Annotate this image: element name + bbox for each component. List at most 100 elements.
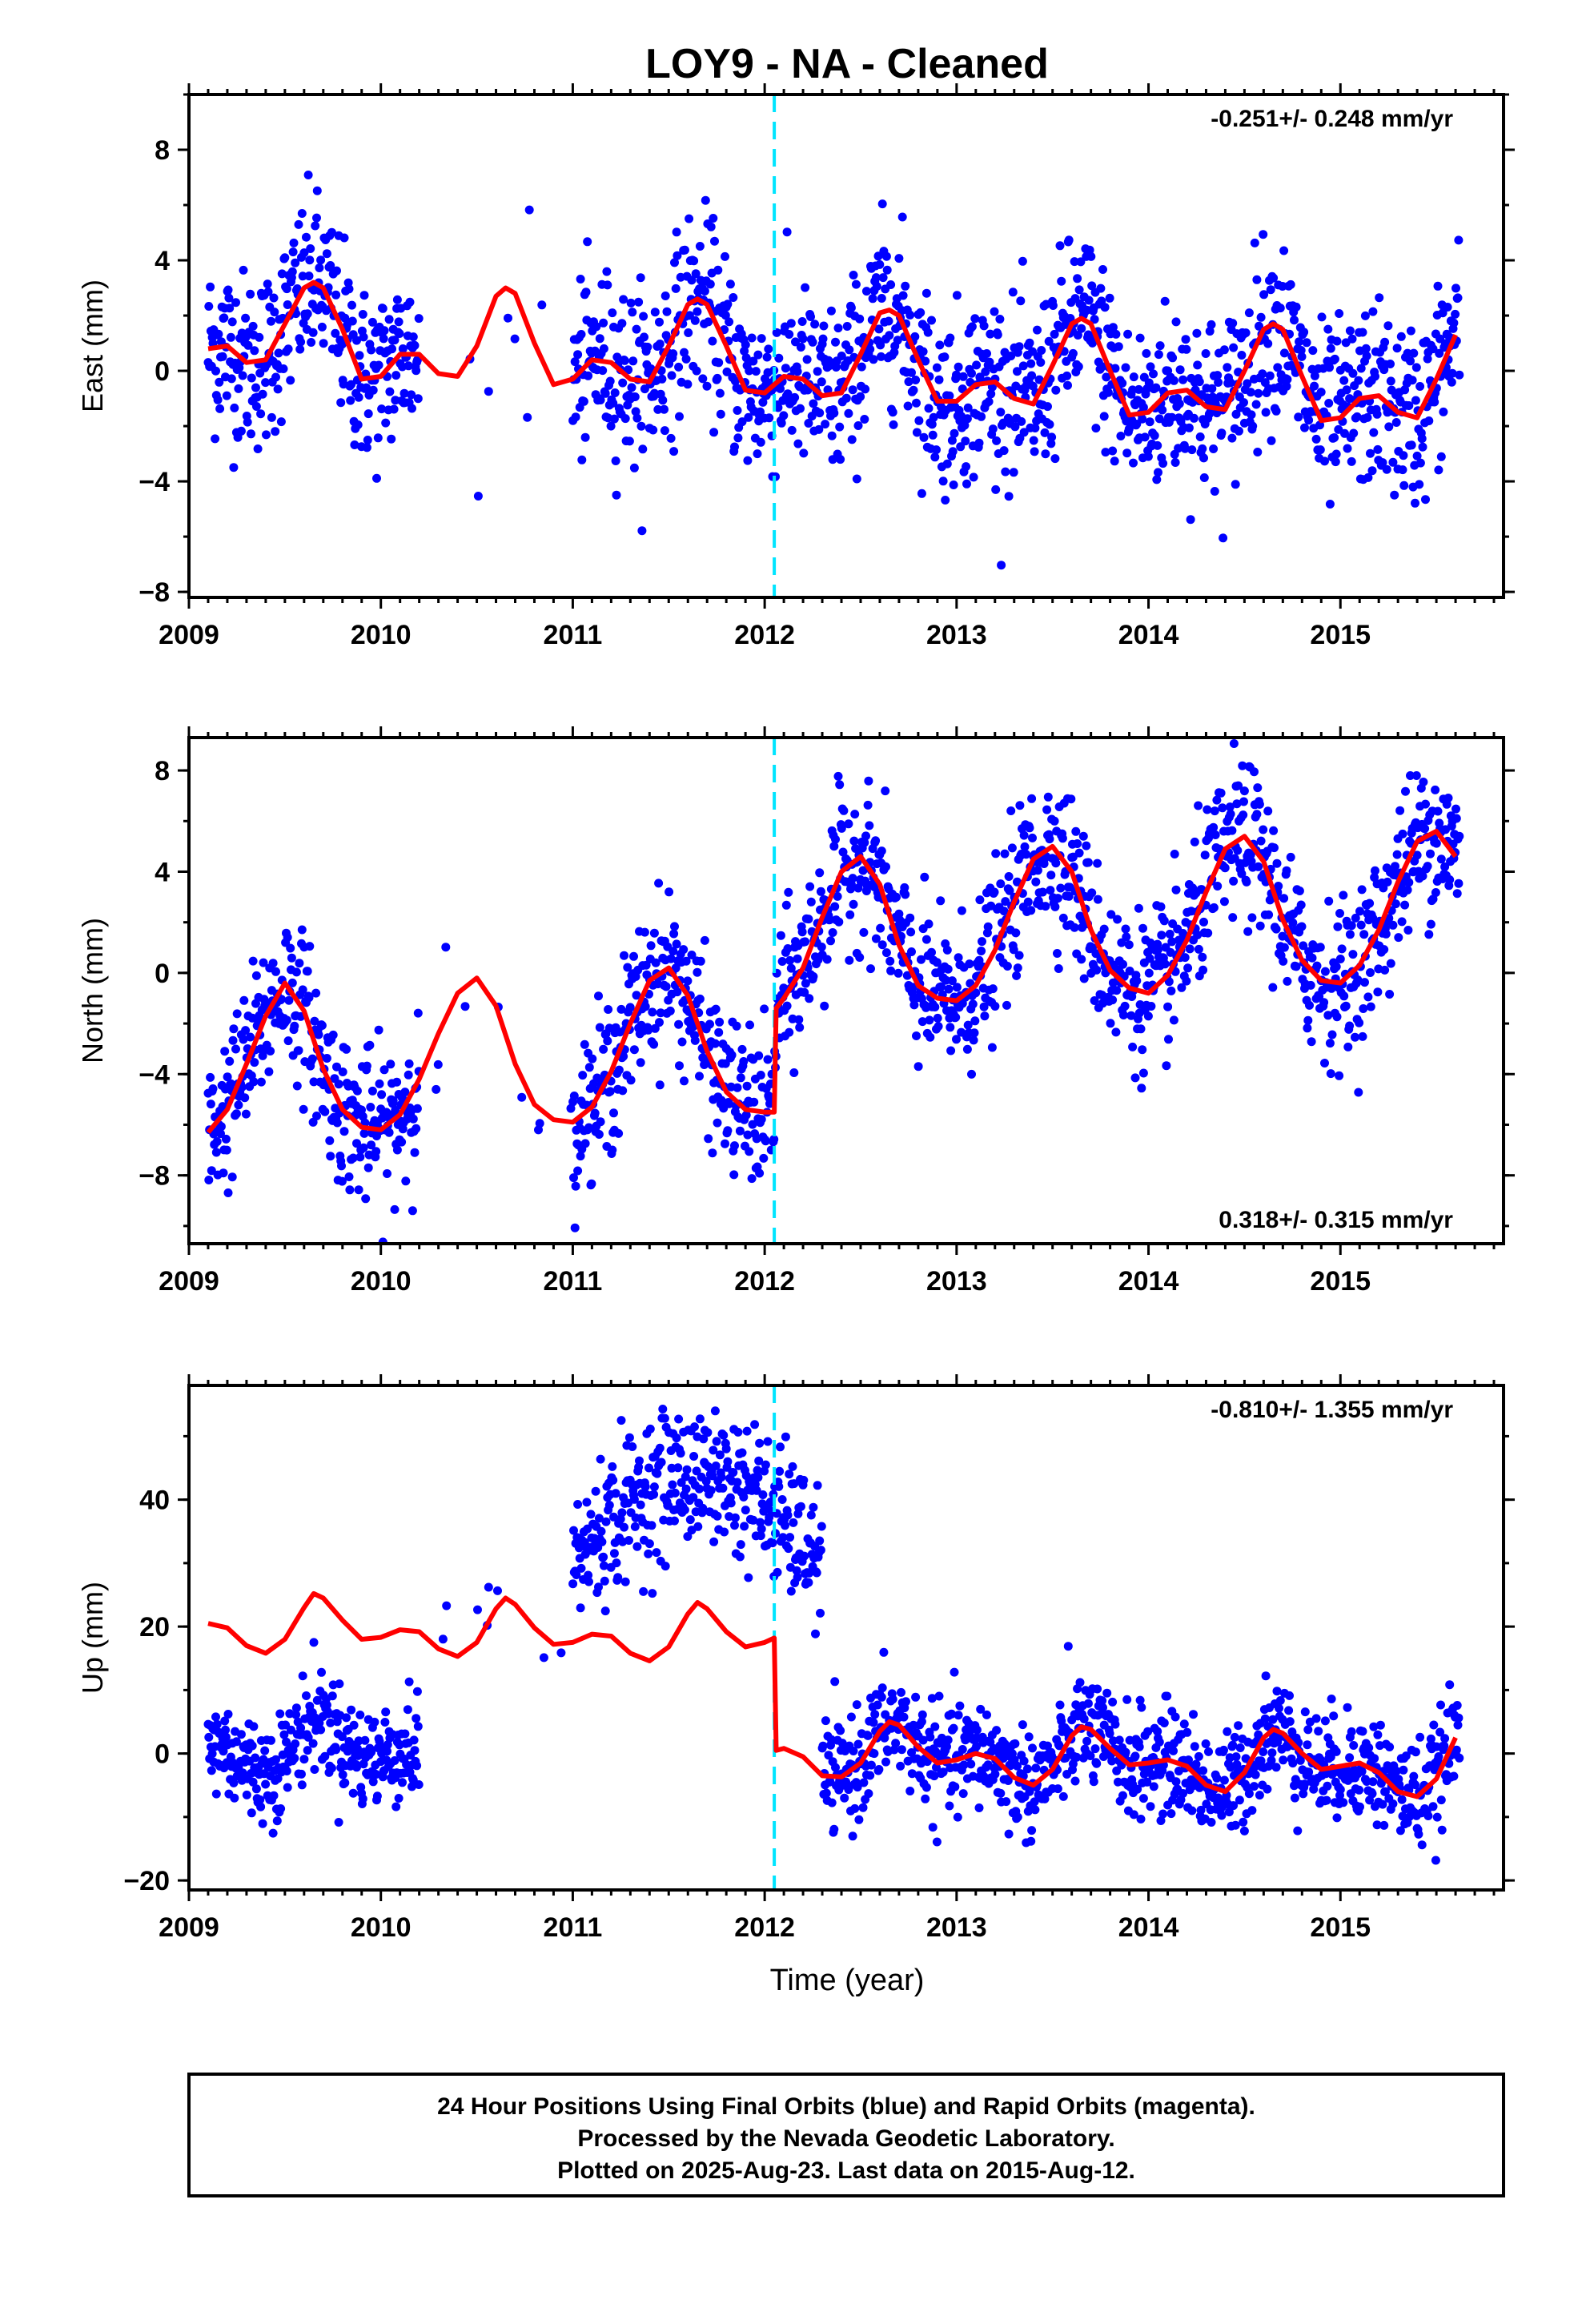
panel-1: 2009 2010 2011 2012 2013 2014 2015−8−4048East … <box>76 83 1515 650</box>
position-point <box>1360 311 1370 320</box>
position-point <box>1275 1696 1285 1705</box>
position-point <box>1053 1784 1062 1794</box>
position-point <box>409 1735 419 1745</box>
position-point <box>307 1054 317 1063</box>
position-point <box>1326 344 1335 353</box>
position-point <box>345 1185 355 1195</box>
position-point <box>1195 377 1204 387</box>
position-point <box>1256 312 1266 322</box>
position-point <box>1449 318 1459 328</box>
position-point <box>877 294 886 303</box>
position-point <box>378 304 387 313</box>
position-point <box>1053 894 1062 903</box>
position-point <box>1101 448 1110 457</box>
position-point <box>412 1687 422 1696</box>
position-point <box>1288 1759 1298 1768</box>
daily-positions <box>203 171 1464 570</box>
position-point <box>879 1647 889 1657</box>
position-point <box>743 456 753 465</box>
position-point <box>1118 1791 1127 1800</box>
position-point <box>1431 888 1440 897</box>
position-point <box>1126 1011 1136 1020</box>
position-point <box>1259 230 1268 239</box>
position-point <box>1279 956 1288 966</box>
position-point <box>884 316 893 326</box>
position-point <box>1315 445 1325 455</box>
position-point <box>783 944 793 953</box>
position-point <box>320 1107 330 1116</box>
position-point <box>1358 1031 1367 1041</box>
position-point <box>580 432 590 442</box>
position-point <box>833 771 843 781</box>
position-point <box>408 404 416 413</box>
position-point <box>298 1671 307 1681</box>
position-point <box>950 1667 959 1677</box>
position-point <box>1314 1727 1323 1736</box>
position-point <box>781 1432 790 1441</box>
position-point <box>765 413 774 423</box>
position-point <box>784 887 793 897</box>
position-point <box>717 1096 726 1105</box>
position-point <box>762 352 772 362</box>
position-point <box>1426 849 1435 858</box>
position-point <box>943 1735 953 1745</box>
position-point <box>893 336 902 345</box>
position-point <box>1229 1801 1239 1811</box>
position-point <box>1110 1719 1120 1729</box>
position-point <box>690 1035 700 1045</box>
position-point <box>1028 381 1038 391</box>
position-point <box>1268 983 1278 992</box>
position-point <box>1260 1714 1270 1723</box>
panel-frame <box>187 93 1505 599</box>
position-point <box>1088 338 1097 348</box>
position-point <box>1299 328 1309 337</box>
position-point <box>714 1027 724 1037</box>
position-point <box>238 371 247 380</box>
position-point <box>752 1486 761 1495</box>
position-point <box>1087 888 1097 898</box>
position-point <box>1030 447 1039 456</box>
position-point <box>270 308 279 317</box>
position-point <box>1160 959 1170 969</box>
position-point <box>1160 296 1170 306</box>
position-point <box>713 373 722 383</box>
position-point <box>389 404 399 414</box>
position-point <box>1196 1805 1206 1815</box>
position-point <box>655 1080 665 1090</box>
position-point <box>352 1139 361 1148</box>
position-point <box>1083 858 1093 867</box>
position-point <box>218 1102 227 1112</box>
position-point <box>1273 363 1283 372</box>
position-point <box>1180 444 1190 453</box>
position-point <box>962 479 971 489</box>
position-point <box>1293 1826 1303 1835</box>
position-point <box>361 1194 371 1204</box>
position-point <box>830 1677 840 1687</box>
y-tick-label: 8 <box>155 756 170 786</box>
position-point <box>810 320 820 329</box>
position-point <box>976 1704 986 1714</box>
position-point <box>1455 370 1464 380</box>
position-point <box>1200 850 1210 860</box>
position-point <box>211 1148 221 1157</box>
position-point <box>604 1005 613 1014</box>
position-point <box>831 1763 840 1772</box>
position-point <box>778 1533 788 1542</box>
position-point <box>1282 866 1291 875</box>
position-point <box>737 1044 747 1054</box>
position-point <box>251 1784 261 1794</box>
position-point <box>725 279 735 289</box>
position-point <box>845 345 854 355</box>
position-point <box>737 1448 747 1458</box>
position-point <box>979 321 989 331</box>
position-point <box>1078 831 1088 841</box>
position-point <box>951 1012 961 1022</box>
position-point <box>629 1045 639 1055</box>
position-point <box>1255 321 1263 331</box>
position-point <box>290 1754 299 1763</box>
position-point <box>814 424 824 434</box>
position-point <box>974 438 984 448</box>
position-point <box>1134 1742 1144 1751</box>
position-point <box>861 287 871 296</box>
position-point <box>675 412 684 421</box>
